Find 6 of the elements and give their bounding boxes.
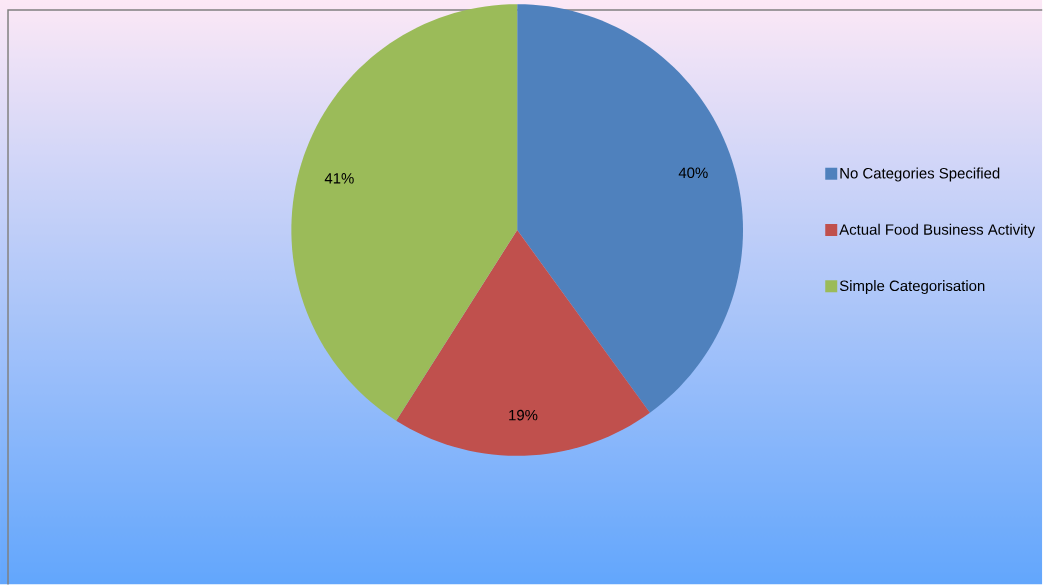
data-label: 41% (324, 172, 354, 184)
legend-label: No Categories Specified (840, 167, 1000, 182)
legend-label: Actual Food Business Activity (839, 223, 1036, 238)
data-label: 19% (509, 409, 538, 421)
data-label: 40% (678, 167, 708, 178)
legend-label: Simple Categorisation (839, 279, 985, 294)
